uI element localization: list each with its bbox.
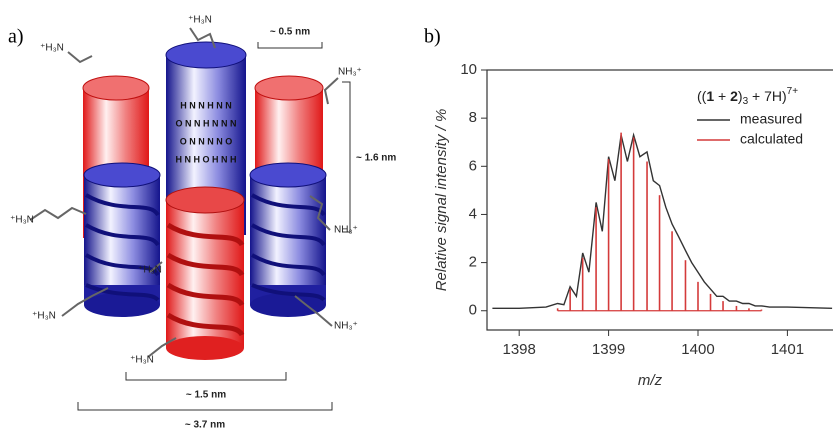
y-tick-label: 10 (460, 61, 477, 78)
dimension-label: ~ 0.5 nm (270, 27, 310, 38)
ammonium-label: NH₃⁺ (334, 225, 358, 236)
data-line (492, 132, 833, 309)
y-axis-label: Relative signal intensity / % (433, 109, 450, 292)
panel-a-labels: a) ⁺H₃N ⁺H₃N NH₃⁺ ⁺H₃N NH₃⁺ ⁺H₃N ⁺H₃N NH₃⁺ ⁺H₃N ~… (8, 15, 396, 431)
chemical-structure-label: O N N N N O (180, 136, 233, 146)
legend-title-part: ) (738, 88, 743, 104)
x-tick-label: 1399 (592, 341, 625, 358)
panel-label: a) (8, 26, 24, 48)
bracket (77, 402, 333, 411)
legend-title: ((1 + 2)3 + 7H)7+ (697, 86, 798, 107)
helix-bundle-diagram (29, 27, 351, 411)
legend-title-part: 2 (730, 88, 738, 104)
plot-frame (486, 69, 833, 331)
ammonium-label: ⁺H₃N (32, 311, 56, 322)
dimension-label: ~ 1.6 nm (356, 153, 396, 164)
ammonium-label: ⁺H₃N (138, 265, 162, 276)
legend-title-part: 7+ (787, 86, 799, 97)
y-tick-label: 8 (469, 109, 477, 126)
y-tick-label: 6 (469, 157, 477, 174)
bracket (125, 372, 287, 381)
chemical-structure-label: O N N H N N N (175, 118, 236, 128)
x-tick-label: 1398 (502, 341, 535, 358)
panel-b: b) m/z Relative signal intensity / % ((1… (424, 26, 833, 389)
x-tick-label: 1400 (681, 341, 714, 358)
legend-title-part: + 7H) (748, 88, 787, 104)
y-tick-label: 2 (469, 254, 477, 271)
x-tick-label: 1401 (771, 341, 804, 358)
legend-label: calculated (740, 131, 803, 147)
side-chains (29, 27, 339, 358)
ammonium-label: ⁺H₃N (188, 15, 212, 26)
ammonium-label: ⁺H₃N (130, 355, 154, 366)
legend-title-part: (( (697, 88, 707, 104)
chemical-structure-label: H N H O H N H (175, 154, 236, 164)
plot-area (492, 132, 833, 312)
cylinder (249, 162, 327, 317)
legend-title-part: 3 (743, 96, 749, 107)
y-tick-label: 4 (469, 205, 477, 222)
dimension-label: ~ 3.7 nm (185, 420, 225, 431)
legend-title-part: + (714, 88, 730, 104)
y-tick-label: 0 (469, 302, 477, 319)
ammonium-label: ⁺H₃N (40, 43, 64, 54)
ammonium-label: NH₃⁺ (338, 67, 362, 78)
bracket (342, 81, 351, 233)
ammonium-label: NH₃⁺ (334, 321, 358, 332)
cylinder (165, 186, 245, 360)
dimension-label: ~ 1.5 nm (186, 390, 226, 401)
panel-label: b) (424, 26, 441, 48)
x-axis-label: m/z (638, 372, 663, 389)
legend-label: measured (740, 111, 802, 127)
chemical-structure-label: H N N H N N (180, 100, 232, 110)
legend-title-part: 1 (706, 88, 714, 104)
ammonium-label: ⁺H₃N (10, 215, 34, 226)
bracket (257, 42, 323, 49)
